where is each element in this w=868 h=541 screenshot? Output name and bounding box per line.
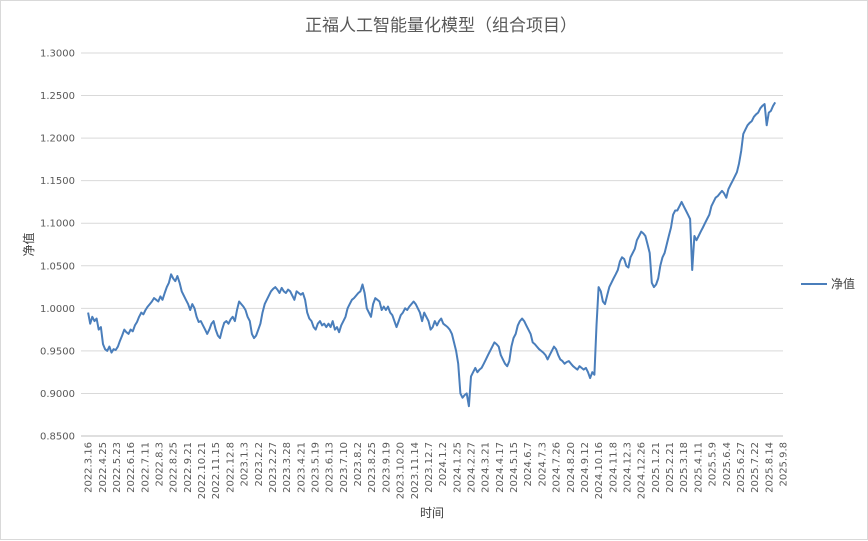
x-tick-label: 2025.8.14 [764, 442, 775, 493]
x-tick-label: 2025.6.27 [736, 442, 747, 493]
x-tick-label: 2023.1.3 [240, 442, 251, 487]
x-tick-label: 2023.6.13 [325, 442, 336, 493]
x-tick-label: 2024.5.15 [509, 442, 520, 493]
x-tick-label: 2022.3.16 [84, 442, 95, 493]
x-tick-label: 2025.4.11 [693, 442, 704, 493]
x-tick-label: 2024.2.27 [467, 442, 478, 493]
legend: 净值 [801, 276, 855, 291]
x-tick-label: 2024.7.26 [552, 442, 563, 493]
y-tick-label: 1.0000 [40, 304, 75, 315]
x-axis-label: 时间 [420, 506, 444, 520]
x-tick-label: 2022.11.15 [211, 442, 222, 499]
x-tick-label: 2024.12.3 [623, 442, 634, 493]
x-tick-label: 2023.8.2 [353, 442, 364, 487]
x-tick-label: 2023.2.2 [254, 442, 265, 487]
legend-entry-label: 净值 [831, 276, 855, 291]
x-tick-label: 2023.4.21 [296, 442, 307, 493]
x-axis-ticks: 2022.3.16 2022.4.25 2022.5.23 2022.6.16 2022… [84, 442, 790, 499]
x-tick-label: 2025.5.9 [708, 442, 719, 487]
y-tick-label: 0.9500 [40, 346, 75, 357]
x-tick-label: 2022.8.25 [169, 442, 180, 493]
x-tick-label: 2024.12.26 [637, 442, 648, 499]
x-tick-label: 2023.12.7 [424, 442, 435, 493]
x-tick-label: 2023.8.25 [367, 442, 378, 493]
y-tick-label: 1.1500 [40, 176, 75, 187]
y-tick-label: 0.9000 [40, 389, 75, 400]
x-tick-label: 2025.2.21 [665, 442, 676, 493]
x-tick-label: 2022.5.23 [112, 442, 123, 493]
x-tick-label: 2024.7.3 [537, 442, 548, 487]
x-tick-label: 2025.3.18 [679, 442, 690, 493]
y-axis-ticks: 0.8500 0.9000 0.9500 1.0000 1.0500 1.1000 1.15… [40, 49, 75, 443]
x-tick-label: 2024.1.25 [452, 442, 463, 493]
x-tick-label: 2024.10.16 [594, 442, 605, 499]
x-tick-label: 2024.3.21 [481, 442, 492, 493]
x-tick-label: 2023.9.19 [381, 442, 392, 493]
x-tick-label: 2025.6.4 [722, 442, 733, 487]
gridlines [81, 52, 783, 394]
x-tick-label: 2024.9.12 [580, 442, 591, 493]
x-tick-label: 2024.11.8 [608, 442, 619, 493]
x-tick-label: 2024.6.7 [523, 442, 534, 487]
series-layer [87, 101, 777, 408]
x-tick-label: 2022.9.21 [183, 442, 194, 493]
x-tick-label: 2023.2.27 [268, 442, 279, 493]
x-tick-label: 2023.11.14 [410, 442, 421, 499]
x-tick-label: 2024.4.17 [495, 442, 506, 493]
y-tick-label: 1.2000 [40, 134, 75, 145]
x-tick-label: 2025.7.22 [750, 442, 761, 493]
x-tick-label: 2022.7.11 [140, 442, 151, 493]
x-tick-label: 2025.1.21 [651, 442, 662, 493]
x-tick-label: 2023.7.10 [339, 442, 350, 493]
x-tick-label: 2023.10.20 [396, 442, 407, 499]
x-tick-label: 2023.3.28 [282, 442, 293, 493]
x-tick-label: 2022.6.16 [126, 442, 137, 493]
y-tick-label: 1.2500 [40, 91, 75, 102]
x-tick-label: 2022.12.8 [225, 442, 236, 493]
y-tick-label: 0.8500 [40, 432, 75, 443]
x-tick-label: 2022.10.21 [197, 442, 208, 499]
y-tick-label: 1.3000 [40, 49, 75, 60]
x-tick-label: 2023.5.19 [311, 442, 322, 493]
x-tick-label: 2022.4.25 [98, 442, 109, 493]
x-tick-label: 2022.8.3 [155, 442, 166, 487]
x-tick-label: 2024.1.2 [438, 442, 449, 487]
chart-title: 正福人工智能量化模型（组合项目） [305, 16, 577, 36]
x-tick-label: 2024.8.20 [566, 442, 577, 493]
y-tick-label: 1.1000 [40, 219, 75, 230]
y-axis-label: 净值 [21, 232, 36, 256]
series-line [87, 101, 777, 408]
y-tick-label: 1.0500 [40, 261, 75, 272]
x-tick-label: 2025.9.8 [779, 442, 790, 487]
